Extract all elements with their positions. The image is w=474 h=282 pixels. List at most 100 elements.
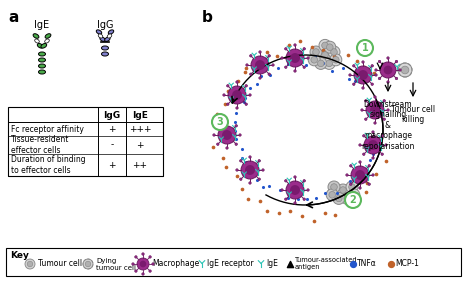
Circle shape bbox=[381, 153, 383, 155]
Circle shape bbox=[368, 165, 370, 167]
Circle shape bbox=[331, 184, 337, 190]
Point bbox=[259, 184, 266, 189]
Point bbox=[292, 62, 300, 67]
Circle shape bbox=[370, 105, 380, 115]
Text: ++: ++ bbox=[133, 160, 147, 169]
Point bbox=[302, 63, 310, 67]
Circle shape bbox=[294, 44, 296, 46]
Text: IgG: IgG bbox=[103, 111, 120, 120]
Text: +: + bbox=[108, 124, 116, 133]
Circle shape bbox=[236, 169, 238, 171]
Text: Macrophage: Macrophage bbox=[152, 259, 199, 268]
Circle shape bbox=[340, 187, 346, 193]
Circle shape bbox=[217, 125, 219, 127]
Circle shape bbox=[354, 66, 372, 84]
Circle shape bbox=[353, 83, 355, 85]
Circle shape bbox=[240, 178, 242, 180]
Circle shape bbox=[245, 103, 247, 105]
Point bbox=[333, 190, 341, 195]
Circle shape bbox=[235, 143, 237, 146]
Point bbox=[242, 95, 249, 100]
Circle shape bbox=[341, 192, 353, 204]
Point bbox=[345, 193, 352, 198]
Point bbox=[312, 196, 320, 201]
Circle shape bbox=[346, 181, 358, 193]
Circle shape bbox=[398, 63, 412, 77]
Circle shape bbox=[358, 70, 368, 80]
Point bbox=[346, 179, 354, 183]
Point bbox=[231, 128, 239, 133]
Point bbox=[264, 50, 271, 55]
Point bbox=[273, 54, 281, 58]
Circle shape bbox=[350, 165, 352, 167]
Point bbox=[321, 191, 329, 195]
Point bbox=[223, 164, 230, 169]
Circle shape bbox=[228, 86, 246, 104]
FancyBboxPatch shape bbox=[6, 248, 461, 276]
Circle shape bbox=[353, 65, 355, 67]
Circle shape bbox=[375, 74, 377, 76]
Circle shape bbox=[212, 114, 228, 130]
Circle shape bbox=[258, 160, 260, 162]
Circle shape bbox=[333, 192, 345, 204]
Circle shape bbox=[307, 57, 309, 59]
Circle shape bbox=[328, 46, 340, 58]
Text: 2: 2 bbox=[350, 195, 356, 205]
Circle shape bbox=[241, 161, 259, 179]
Text: -: - bbox=[110, 140, 114, 149]
Point bbox=[338, 186, 346, 191]
Circle shape bbox=[331, 49, 337, 55]
Circle shape bbox=[236, 107, 238, 109]
Point bbox=[296, 39, 304, 43]
Circle shape bbox=[359, 144, 361, 146]
Ellipse shape bbox=[38, 70, 46, 74]
Ellipse shape bbox=[105, 37, 110, 41]
Point bbox=[237, 187, 245, 192]
Point bbox=[253, 177, 261, 182]
Circle shape bbox=[357, 40, 373, 56]
Point bbox=[284, 195, 292, 200]
Circle shape bbox=[227, 85, 229, 87]
Circle shape bbox=[326, 60, 332, 67]
Circle shape bbox=[350, 191, 357, 198]
Circle shape bbox=[235, 125, 237, 127]
Circle shape bbox=[213, 134, 215, 136]
Circle shape bbox=[294, 70, 296, 72]
Circle shape bbox=[328, 181, 340, 193]
Point bbox=[238, 156, 246, 161]
Circle shape bbox=[217, 143, 219, 146]
Circle shape bbox=[372, 174, 374, 176]
Point bbox=[349, 262, 357, 266]
Circle shape bbox=[371, 83, 374, 85]
Circle shape bbox=[303, 180, 305, 182]
Point bbox=[286, 262, 294, 266]
Circle shape bbox=[327, 44, 333, 50]
Circle shape bbox=[383, 100, 385, 102]
Point bbox=[246, 85, 254, 90]
Circle shape bbox=[272, 64, 274, 66]
Circle shape bbox=[152, 263, 154, 265]
Circle shape bbox=[399, 69, 401, 71]
Circle shape bbox=[350, 183, 352, 185]
Circle shape bbox=[324, 41, 336, 53]
Point bbox=[331, 213, 338, 218]
Point bbox=[372, 172, 379, 177]
Point bbox=[221, 102, 229, 106]
Text: IgE: IgE bbox=[266, 259, 278, 268]
Text: IgE: IgE bbox=[35, 20, 50, 30]
Point bbox=[219, 156, 227, 160]
Point bbox=[248, 170, 256, 175]
Text: +: + bbox=[108, 160, 116, 169]
Circle shape bbox=[249, 182, 251, 184]
Point bbox=[369, 152, 377, 156]
Text: Tissue-resident
effector cells: Tissue-resident effector cells bbox=[11, 135, 69, 155]
Circle shape bbox=[284, 66, 287, 69]
Text: b: b bbox=[202, 10, 213, 25]
Point bbox=[298, 214, 306, 219]
Circle shape bbox=[359, 187, 361, 189]
Circle shape bbox=[142, 273, 144, 275]
Circle shape bbox=[372, 131, 374, 133]
Point bbox=[254, 58, 261, 63]
Circle shape bbox=[365, 100, 367, 102]
Text: IgE receptor: IgE receptor bbox=[207, 259, 254, 268]
